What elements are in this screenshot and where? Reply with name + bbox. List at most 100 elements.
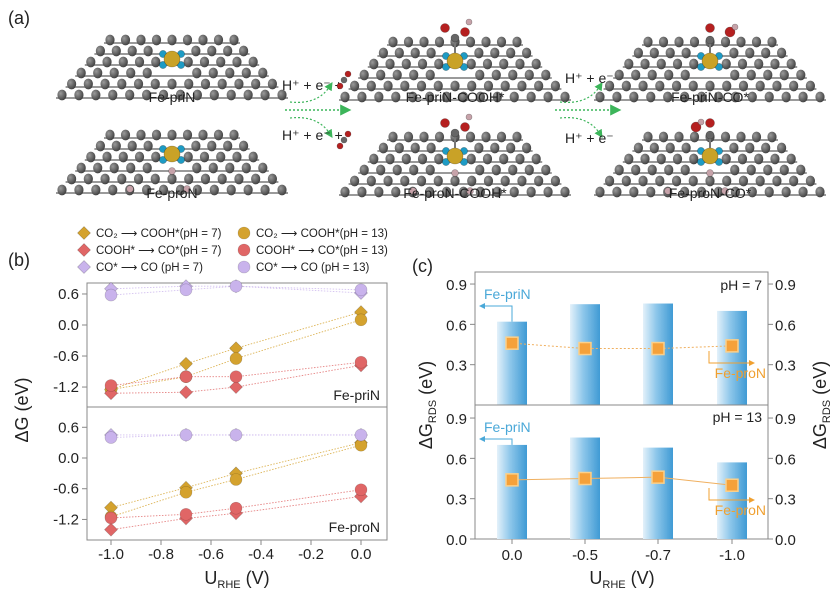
carbon-atom — [425, 69, 435, 81]
carbon-atom — [763, 164, 773, 176]
carbon-atom — [506, 47, 516, 59]
x-tick-label: -1.0 — [98, 546, 124, 563]
bar — [497, 444, 527, 539]
carbon-atom — [672, 58, 683, 70]
carbon-atom — [646, 186, 656, 198]
carbon-atom — [781, 91, 791, 103]
nitrogen-atom — [177, 156, 185, 164]
data-point — [179, 356, 193, 371]
carbon-atom — [108, 89, 118, 101]
carbon-atom — [229, 129, 239, 141]
carbon-atom — [751, 131, 762, 143]
carbon-atom — [350, 80, 360, 92]
carbon-atom — [705, 130, 715, 140]
carbon-atom — [671, 175, 682, 187]
carbon-atom — [550, 80, 561, 92]
subplot-label: Fe-priN — [333, 387, 380, 403]
carbon-atom — [467, 175, 477, 187]
carbon-atom — [142, 89, 152, 101]
data-point — [229, 380, 243, 394]
subplot-label: Fe-proN — [329, 519, 380, 535]
carbon-atom — [376, 69, 386, 81]
carbon-atom — [248, 151, 258, 163]
carbon-atom — [105, 129, 115, 141]
data-point — [179, 428, 193, 442]
carbon-atom — [425, 164, 435, 176]
carbon-atom — [175, 184, 186, 196]
panel-a-reaction-scheme: (a) Fe-priN Fe-proN Fe-priN-COOH* Fe-proN-CO… — [8, 8, 826, 201]
carbon-atom — [777, 142, 787, 154]
structure-fe-prin — [56, 34, 288, 101]
carbon-atom — [689, 153, 699, 165]
carbon-atom — [267, 173, 277, 185]
carbon-atom — [496, 131, 507, 143]
carbon-atom — [95, 45, 105, 57]
carbon-atom — [730, 186, 740, 198]
line-series-label: Fe-proN — [715, 502, 766, 518]
carbon-atom — [786, 58, 796, 70]
series-line — [110, 285, 362, 296]
carbon-atom — [458, 91, 469, 103]
carbon-atom — [508, 164, 518, 176]
carbon-atom — [633, 142, 644, 154]
carbon-atom — [86, 151, 96, 163]
data-point — [104, 522, 118, 537]
carbon-atom — [183, 151, 193, 163]
right-y-tick-label: 0.6 — [775, 451, 796, 468]
carbon-atom — [226, 184, 236, 196]
y-tick-label: -0.6 — [53, 348, 79, 365]
legend-marker — [77, 260, 91, 274]
water-oxygen-atom — [724, 26, 736, 38]
line-series-label: Fe-proN — [715, 365, 766, 381]
carbon-atom — [117, 78, 127, 90]
legend-item: COOH* ⟶ CO*(pH = 13) — [237, 243, 388, 257]
carbon-atom — [192, 184, 202, 196]
carbon-atom — [408, 91, 418, 103]
carbon-atom — [761, 142, 771, 154]
legend-item: CO* ⟶ CO (pH = 7) — [77, 260, 203, 274]
carbon-atom — [466, 58, 476, 70]
legend-item: COOH* ⟶ CO*(pH = 7) — [77, 243, 222, 257]
carbon-atom — [481, 36, 491, 48]
carbon-atom — [490, 142, 500, 154]
carbon-atom — [755, 80, 765, 92]
carbon-atom — [705, 175, 715, 187]
carbon-atom — [720, 36, 731, 48]
carbon-atom — [383, 80, 393, 92]
legend-item: CO* ⟶ CO (pH = 13) — [237, 260, 369, 274]
carbon-atom — [378, 142, 388, 154]
carbon-atom — [512, 36, 522, 48]
carbon-atom — [184, 173, 194, 185]
data-point — [505, 473, 519, 487]
data-point — [505, 336, 519, 350]
carbon-atom — [665, 47, 675, 59]
carbon-atom — [388, 36, 398, 48]
bar-series-label: Fe-priN — [484, 419, 531, 435]
carbon-atom — [474, 47, 484, 59]
carbon-atom — [209, 89, 219, 101]
carbon-atom — [105, 34, 115, 46]
carbon-atom — [689, 131, 700, 143]
carbon-atom — [383, 175, 393, 187]
carbon-atom — [419, 36, 429, 48]
carbon-atom — [730, 91, 740, 103]
carbon-atom — [500, 175, 510, 187]
carbon-atom — [74, 184, 84, 196]
carbon-atom — [614, 164, 624, 176]
x-axis-label-unit: (V) — [626, 568, 655, 588]
carbon-atom — [127, 140, 137, 152]
y-tick-label: -1.2 — [53, 511, 79, 528]
oxygen-atom — [336, 142, 344, 150]
data-point — [179, 283, 193, 297]
carbon-atom — [515, 153, 525, 165]
carbon-atom — [441, 91, 452, 103]
carbon-atom — [721, 153, 731, 165]
carbon-atom — [509, 91, 519, 103]
carbon-atom — [643, 131, 653, 143]
carbon-atom — [482, 153, 493, 165]
carbon-atom — [426, 47, 436, 59]
carbon-atom — [401, 58, 411, 70]
carbon-atom — [541, 164, 551, 176]
carbon-atom — [777, 47, 787, 59]
carbon-atom — [217, 173, 227, 185]
